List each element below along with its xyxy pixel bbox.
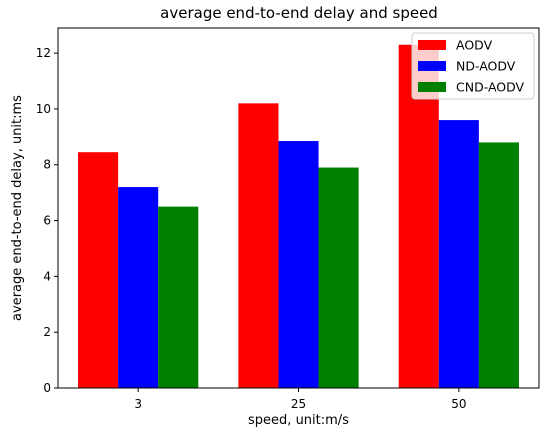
chart-title: average end-to-end delay and speed <box>160 4 438 22</box>
bars-layer <box>78 44 519 389</box>
bar-cnd-aodv-50 <box>478 142 519 388</box>
y-axis: 0 2 4 6 8 10 12 <box>36 46 58 395</box>
bar-nd-aodv-3 <box>118 187 159 388</box>
bar-cnd-aodv-25 <box>318 167 359 388</box>
y-tick-label: 10 <box>36 102 51 116</box>
x-axis: 3 25 50 <box>134 388 466 411</box>
bar-cnd-aodv-3 <box>158 206 199 388</box>
x-axis-label: speed, unit:m/s <box>248 413 349 428</box>
bar-nd-aodv-25 <box>278 141 319 388</box>
y-tick-label: 12 <box>36 46 51 60</box>
plot-frame <box>57 27 540 389</box>
x-tick-label: 25 <box>291 397 306 411</box>
legend-swatch-cnd-aodv <box>418 82 446 92</box>
y-axis-label: average end-to-end delay, unit:ms <box>10 95 25 321</box>
x-tick-label: 3 <box>134 397 142 411</box>
bar-aodv-25 <box>238 103 279 388</box>
bar-aodv-50 <box>398 44 439 388</box>
x-tick-label: 50 <box>451 397 466 411</box>
y-tick-label: 0 <box>43 381 51 395</box>
legend-swatch-aodv <box>418 40 446 50</box>
y-tick-label: 4 <box>43 269 51 283</box>
y-tick-label: 8 <box>43 158 51 172</box>
legend-label-aodv: AODV <box>456 38 493 53</box>
legend-label-nd-aodv: ND-AODV <box>456 59 516 74</box>
y-tick-label: 6 <box>43 214 51 228</box>
y-tick-label: 2 <box>43 325 51 339</box>
bar-aodv-3 <box>78 152 119 388</box>
bar-nd-aodv-50 <box>438 120 479 389</box>
legend-label-cnd-aodv: CND-AODV <box>456 80 525 95</box>
legend: AODV ND-AODV CND-AODV <box>411 32 535 100</box>
legend-swatch-nd-aodv <box>418 61 446 71</box>
